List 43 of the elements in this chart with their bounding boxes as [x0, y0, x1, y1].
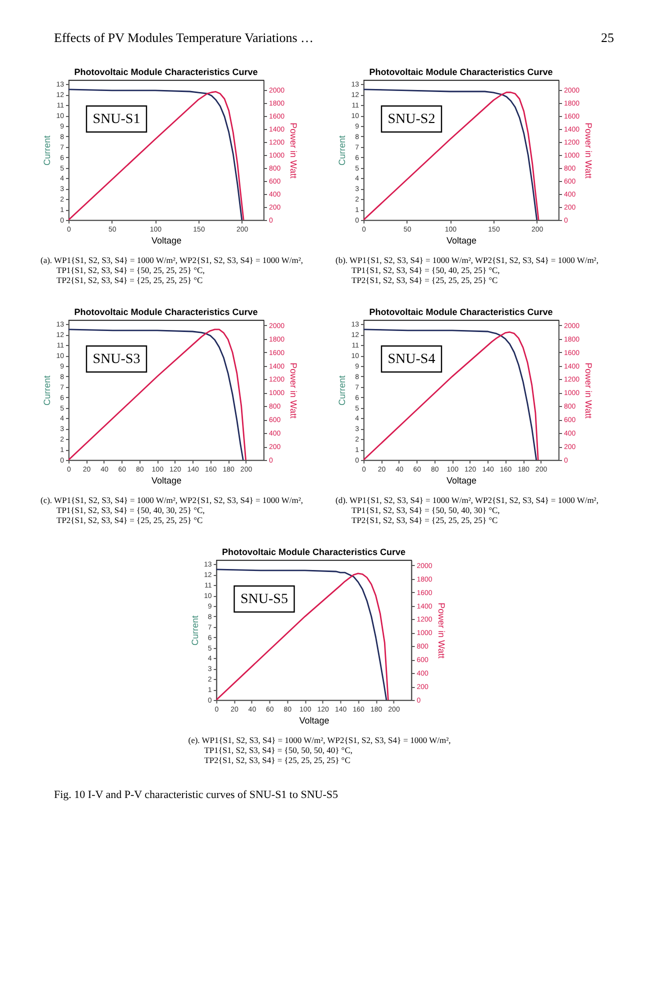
text: TP1{S1, S2, S3, S4} = {50, 40, 25, 25} °C,	[352, 265, 500, 275]
chart-title: Photovoltaic Module Characteristics Curve	[369, 67, 553, 77]
text: TP2{S1, S2, S3, S4} = {25, 25, 25, 25} °C	[204, 755, 351, 765]
y-axis-title: Current	[42, 135, 52, 166]
y-axis-title: Current	[190, 615, 200, 646]
y2-axis-title: Power in Watt	[288, 362, 299, 419]
text: (e). WP1{S1, S2, S3, S4} = 1000 W/m², WP2{S1, S2, S3, S4} = 1000 W/m²,	[188, 735, 451, 745]
text: TP2{S1, S2, S3, S4} = {25, 25, 25, 25} °C	[352, 515, 498, 525]
chart-title: Photovoltaic Module Characteristics Curve	[74, 307, 258, 317]
text: TP1{S1, S2, S3, S4} = {50, 25, 25, 25} °C,	[56, 265, 205, 275]
annotation: SNU-S1	[92, 112, 140, 127]
caption: Fig. 10 I-V and P-V characteristic curves of SNU-S1 to SNU-S5	[54, 789, 339, 801]
annotation: SNU-S3	[92, 352, 140, 367]
text: (b). WP1{S1, S2, S3, S4} = 1000 W/m², WP2{S1, S2, S3, S4} = 1000 W/m²,	[336, 255, 598, 265]
y2-axis-title: Power in Watt	[288, 122, 299, 179]
text: Effects of PV Modules Temperature Variations …	[54, 30, 314, 45]
x-axis-title: Voltage	[151, 236, 182, 246]
y-axis-title: Current	[337, 375, 348, 406]
text: TP2{S1, S2, S3, S4} = {25, 25, 25, 25} °C	[56, 515, 203, 525]
y-axis-title: Current	[42, 375, 52, 406]
chart-title: Photovoltaic Module Characteristics Curve	[222, 547, 406, 557]
text: TP1{S1, S2, S3, S4} = {50, 50, 50, 40} °C,	[204, 745, 353, 755]
chart-title: Photovoltaic Module Characteristics Curve	[74, 67, 258, 77]
annotation: SNU-S2	[388, 112, 436, 127]
annotation: SNU-S5	[240, 592, 288, 607]
x-axis-title: Voltage	[151, 476, 182, 486]
text: TP1{S1, S2, S3, S4} = {50, 40, 30, 25} °C,	[56, 505, 205, 515]
text: TP1{S1, S2, S3, S4} = {50, 50, 40, 30} °C,	[352, 505, 500, 515]
text: 25	[601, 30, 614, 45]
text: TP2{S1, S2, S3, S4} = {25, 25, 25, 25} °C	[56, 275, 203, 285]
text: (a). WP1{S1, S2, S3, S4} = 1000 W/m², WP2{S1, S2, S3, S4} = 1000 W/m²,	[40, 255, 304, 265]
annotation: SNU-S4	[388, 352, 436, 367]
y2-axis-title: Power in Watt	[584, 122, 594, 179]
x-axis-title: Voltage	[446, 236, 477, 246]
chart-title: Photovoltaic Module Characteristics Curve	[369, 307, 553, 317]
y-axis-title: Current	[337, 135, 348, 166]
y2-axis-title: Power in Watt	[436, 602, 446, 659]
x-axis-title: Voltage	[299, 716, 330, 726]
text: (c). WP1{S1, S2, S3, S4} = 1000 W/m², WP2{S1, S2, S3, S4} = 1000 W/m²,	[40, 495, 304, 505]
x-axis-title: Voltage	[446, 476, 477, 486]
text: (d). WP1{S1, S2, S3, S4} = 1000 W/m², WP2{S1, S2, S3, S4} = 1000 W/m²,	[336, 495, 598, 505]
text: TP2{S1, S2, S3, S4} = {25, 25, 25, 25} °C	[352, 275, 498, 285]
y2-axis-title: Power in Watt	[584, 362, 594, 419]
